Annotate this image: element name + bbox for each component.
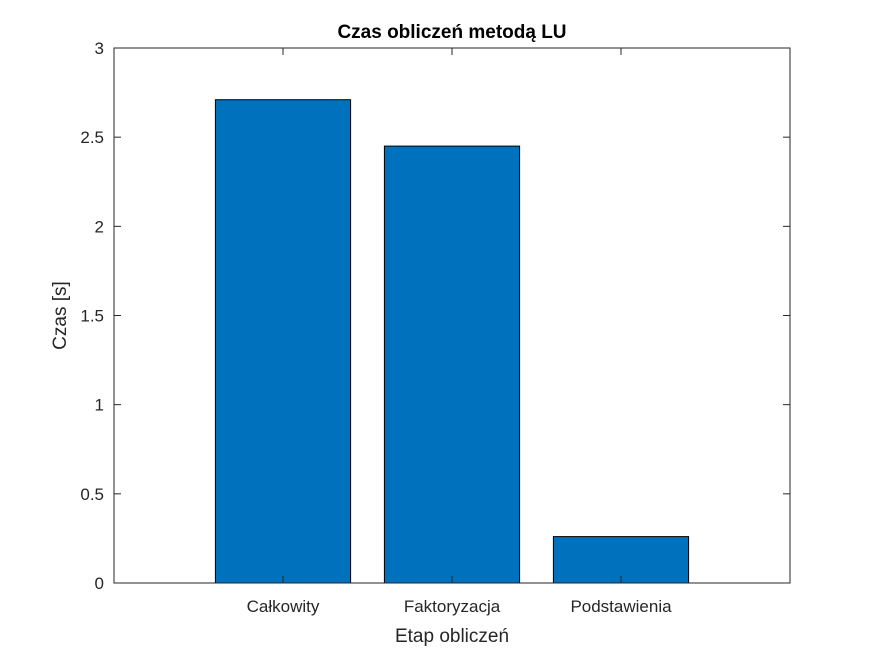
- x-axis-title: Etap obliczeń: [395, 626, 509, 647]
- ticks-layer: Całkowity Faktoryzacja Podstawienia 0 0.5 1 1.…: [80, 39, 790, 616]
- y-tick-label: 1: [95, 396, 104, 415]
- bar-1: [214, 99, 352, 584]
- x-tick-label: Całkowity: [247, 597, 320, 616]
- chart-title: Czas obliczeń metodą LU: [337, 22, 566, 43]
- x-tick-label: Podstawienia: [570, 597, 672, 616]
- bars-layer: [214, 99, 690, 584]
- bar-3: [552, 536, 690, 584]
- y-tick-label: 2: [95, 217, 104, 236]
- y-tick-label: 0.5: [80, 485, 104, 504]
- bar-2: [383, 145, 521, 584]
- y-tick-label: 0: [95, 574, 104, 593]
- y-tick-label: 2.5: [80, 128, 104, 147]
- y-tick-label: 3: [95, 39, 104, 58]
- x-tick-label: Faktoryzacja: [404, 597, 501, 616]
- y-axis-title: Czas [s]: [50, 281, 71, 350]
- y-tick-label: 1.5: [80, 307, 104, 326]
